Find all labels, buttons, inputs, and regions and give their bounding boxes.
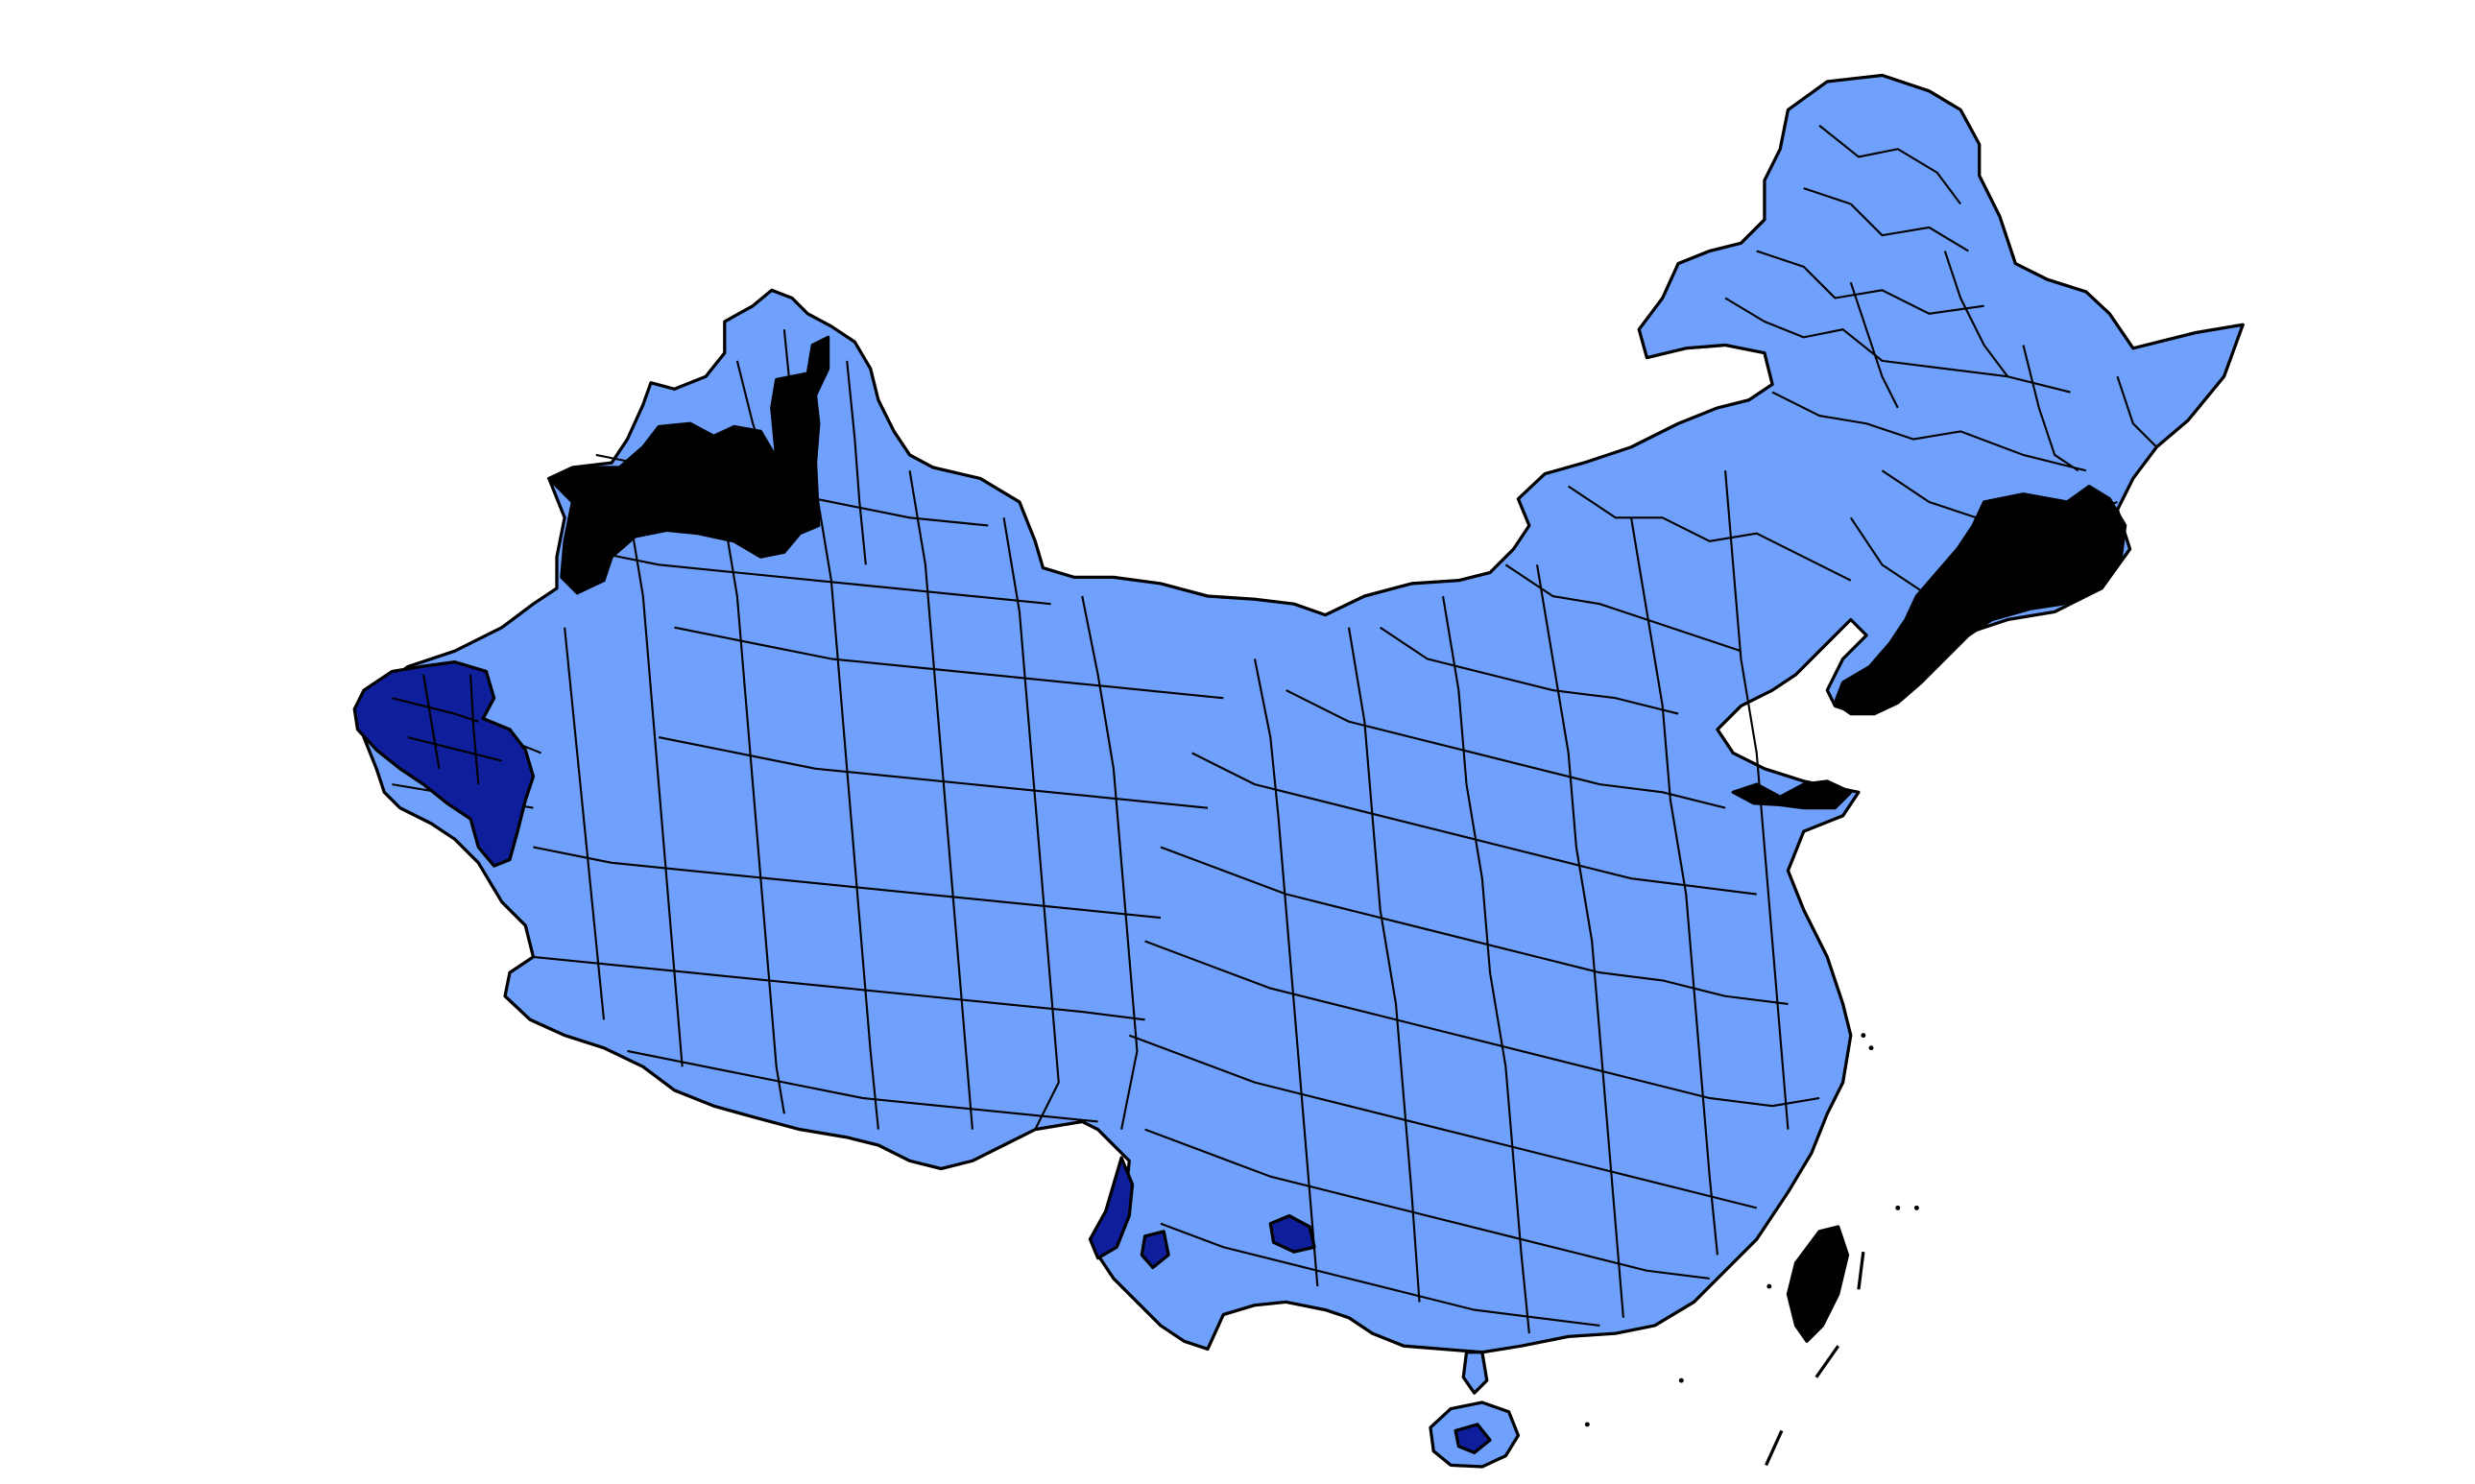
county-borders (392, 124, 2158, 1334)
island-dot-4 (1913, 1205, 1919, 1210)
island-line-3 (1765, 1429, 1784, 1467)
mainland-region (355, 73, 2245, 1354)
island-dot-3 (1895, 1205, 1901, 1210)
region-west-xinjiang (352, 660, 536, 868)
island-dot-5 (1678, 1377, 1684, 1383)
region-hainan-spot (1454, 1423, 1492, 1454)
region-shandong-spot (1731, 779, 1853, 810)
region-north-xinjiang (547, 335, 830, 595)
island-dot-2 (1868, 1045, 1874, 1051)
region-south-yunnan-mid (1140, 1230, 1170, 1270)
island-line-2 (1814, 1345, 1840, 1378)
island-dot-6 (1584, 1422, 1590, 1427)
region-south-yunnan-west (1088, 1156, 1135, 1260)
leizhou-tip (1461, 1351, 1489, 1395)
region-northeast-coast (1833, 484, 2127, 716)
region-south-yunnan-east (1268, 1213, 1316, 1254)
island-dot-1 (1861, 1033, 1866, 1039)
region-taiwan (1786, 1225, 1850, 1343)
island-dot-7 (1766, 1283, 1772, 1289)
west-xinjiang-borders (392, 674, 503, 785)
island-line-1 (1857, 1251, 1865, 1290)
